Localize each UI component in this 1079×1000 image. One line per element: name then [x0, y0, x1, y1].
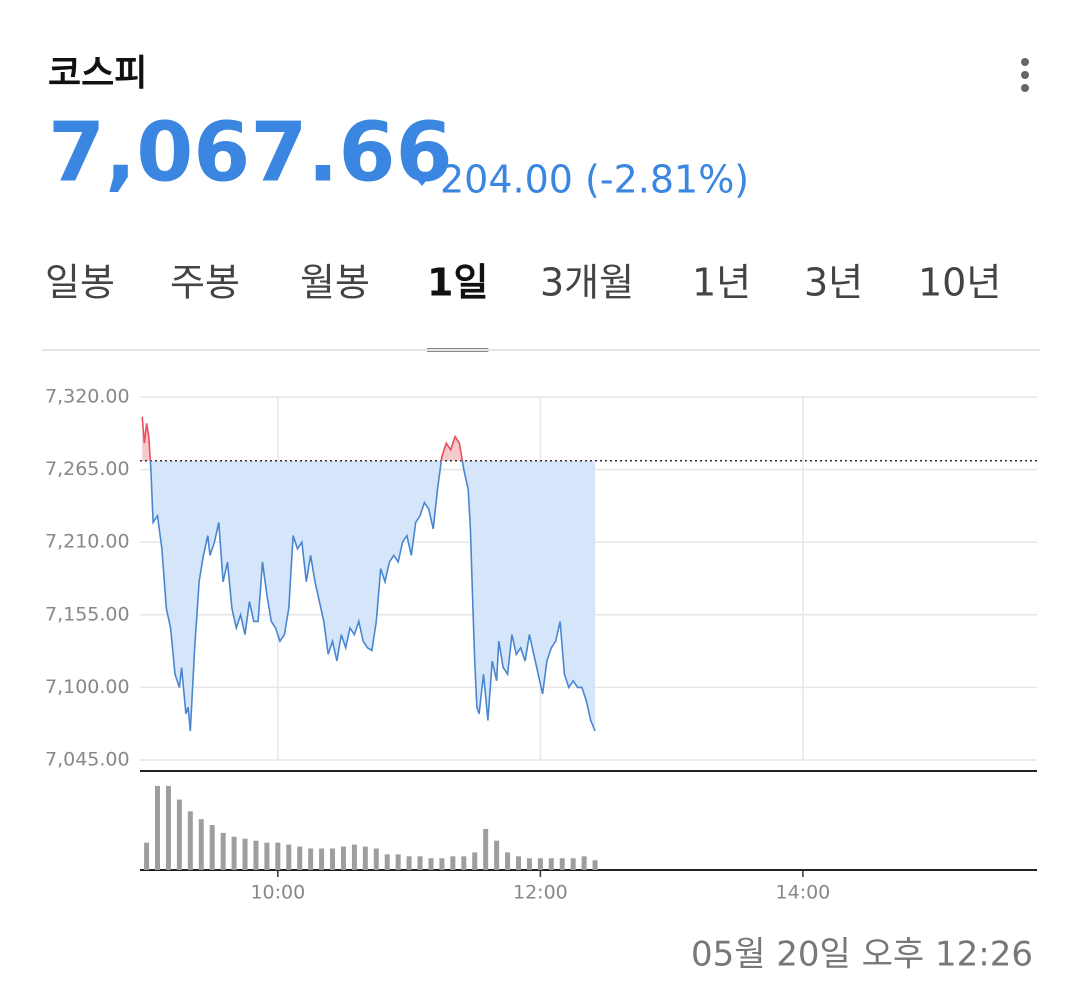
volume-bar [581, 856, 587, 870]
volume-bar [231, 836, 237, 870]
volume-bar [526, 858, 532, 870]
x-tick-label: 12:00 [513, 882, 568, 904]
timestamp: 05월 20일 오후 12:26 [691, 935, 1033, 975]
y-tick-label: 7,155.00 [45, 603, 130, 625]
volume-bar [406, 856, 412, 870]
volume-bar [362, 846, 368, 870]
tab[interactable]: 10년 [918, 261, 1001, 305]
volume-bar [472, 852, 478, 870]
down-arrow [413, 175, 431, 186]
volume-bar [319, 848, 325, 870]
y-tick-label: 7,265.00 [45, 458, 130, 480]
tab[interactable]: 일봉 [45, 261, 115, 305]
volume-bar [165, 785, 171, 870]
volume-bar [515, 856, 521, 870]
volume-bar [297, 846, 303, 870]
volume-bar [330, 848, 336, 870]
price: 7,067.66 [48, 105, 453, 200]
index-name: 코스피 [48, 53, 147, 94]
tab[interactable]: 1일 [427, 261, 488, 305]
volume-bar [395, 854, 401, 870]
volume-bar [537, 858, 543, 870]
volume-bar [176, 799, 182, 870]
volume-bar [384, 854, 390, 870]
volume-bar [155, 785, 161, 870]
volume-bar [494, 840, 500, 870]
x-tick-label: 10:00 [250, 882, 305, 904]
y-tick-label: 7,210.00 [45, 531, 130, 553]
volume-bar [187, 811, 193, 870]
x-tick-label: 14:00 [776, 882, 831, 904]
volume-bar [275, 842, 281, 870]
volume-bar [253, 840, 259, 870]
volume-bar [559, 858, 565, 870]
volume-bar [439, 858, 445, 870]
volume-bar [592, 860, 598, 870]
tab[interactable]: 3개월 [540, 261, 634, 305]
change: 204.00 (-2.81%) [440, 158, 749, 202]
volume-bar [570, 858, 576, 870]
volume-bar [548, 858, 554, 870]
volume-bar [209, 825, 215, 870]
volume-bar [242, 838, 248, 870]
tab[interactable]: 월봉 [300, 261, 370, 305]
volume-bar [450, 856, 456, 870]
tab[interactable]: 1년 [692, 261, 751, 305]
y-tick-label: 7,045.00 [45, 749, 130, 771]
volume-bar [373, 848, 379, 870]
volume-bar [351, 844, 357, 870]
volume-bar [144, 842, 150, 870]
price-line [149, 460, 596, 732]
volume-bar [198, 819, 204, 870]
volume-bar [483, 828, 489, 870]
volume-bar [308, 848, 314, 870]
volume-bar [505, 852, 511, 870]
volume-bar [428, 858, 434, 870]
y-tick-label: 7,100.00 [45, 676, 130, 698]
volume-bar [340, 846, 346, 870]
volume-bar [461, 856, 467, 870]
volume-bar [286, 844, 292, 870]
tab[interactable]: 3년 [804, 261, 863, 305]
y-tick-label: 7,320.00 [45, 386, 130, 408]
volume-bar [220, 832, 226, 870]
area-below [142, 460, 596, 731]
volume-bar [264, 842, 270, 870]
tab[interactable]: 주봉 [170, 261, 240, 305]
volume-bar [417, 856, 423, 870]
menu-button[interactable] [1021, 58, 1029, 92]
